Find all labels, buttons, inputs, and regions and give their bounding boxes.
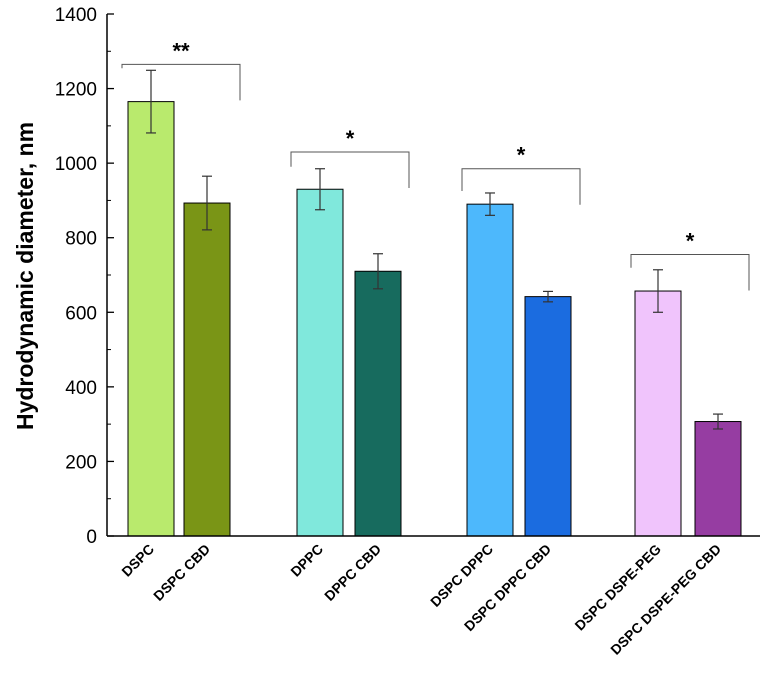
significance-bracket-4: * [630, 228, 750, 291]
x-category-label: DPPC CBD [321, 541, 384, 604]
significance-bracket-2: * [290, 126, 410, 188]
significance-bracket-1: ** [121, 38, 241, 101]
bar-dspc-dspe-peg-cbd [694, 421, 742, 537]
error-bar-7 [653, 269, 663, 313]
significance-label: * [686, 228, 695, 253]
bar-dppc [296, 188, 344, 537]
bars-layer [127, 101, 742, 537]
x-category-label: DPPC [287, 541, 326, 580]
y-tick-label: 200 [65, 452, 97, 473]
error-bars-layer [146, 69, 723, 430]
significance-label: * [517, 143, 526, 168]
significance-layer: ***** [121, 38, 750, 291]
error-bar-1 [146, 69, 156, 134]
y-tick-label: 0 [86, 527, 97, 548]
y-tick-label: 1000 [55, 154, 97, 175]
bracket-line [461, 168, 581, 205]
y-tick-label: 1200 [55, 80, 97, 101]
bar-dspc-dspe-peg [634, 290, 682, 537]
error-bar-3 [315, 168, 325, 211]
x-category-label: DSPC CBD [150, 541, 213, 604]
y-tick-label: 800 [65, 229, 97, 250]
bar-dspc-dppc-cbd [524, 296, 572, 537]
y-tick-label: 1400 [55, 5, 97, 26]
bracket-line [290, 151, 410, 188]
error-bar-8 [713, 413, 723, 430]
error-bar-5 [485, 192, 495, 216]
bar-dspc-cbd [183, 202, 231, 537]
significance-label: ** [172, 38, 190, 63]
error-bar-4 [373, 253, 383, 290]
y-tick-label: 600 [65, 303, 97, 324]
bar-dspc-dppc [466, 203, 514, 537]
bracket-line [630, 253, 750, 291]
error-bar-2 [202, 175, 212, 231]
y-axis-title: Hydrodynamic diameter, nm [12, 122, 38, 430]
x-category-label: DSPC DSPE-PEG CBD [607, 541, 724, 658]
y-tick-label: 400 [65, 378, 97, 399]
bar-dppc-cbd [354, 270, 402, 537]
bar-dspc [127, 101, 175, 537]
significance-bracket-3: * [461, 143, 581, 205]
error-bar-6 [543, 290, 553, 303]
x-category-label: DSPC [118, 541, 157, 580]
bracket-line [121, 63, 241, 101]
significance-label: * [346, 126, 355, 151]
